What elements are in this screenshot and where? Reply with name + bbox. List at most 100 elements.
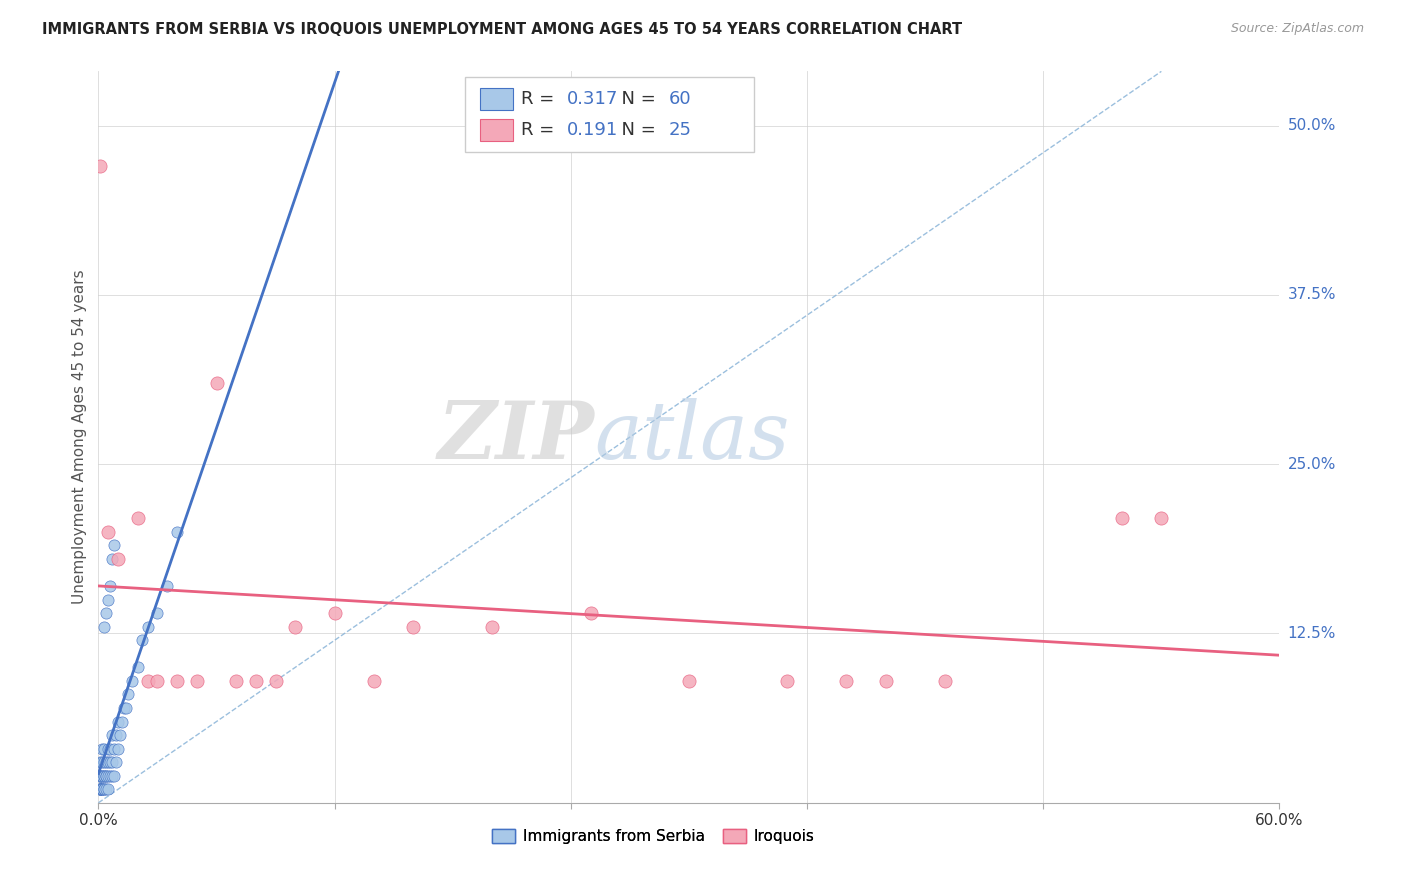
Text: R =: R = xyxy=(522,90,560,108)
Point xyxy=(117,688,139,702)
Point xyxy=(776,673,799,688)
Text: 25: 25 xyxy=(669,121,692,139)
Point xyxy=(103,538,125,552)
Point xyxy=(89,782,111,797)
Text: 60: 60 xyxy=(669,90,692,108)
Point xyxy=(323,606,346,620)
Point xyxy=(97,592,120,607)
Text: atlas: atlas xyxy=(595,399,790,475)
Point xyxy=(363,673,385,688)
Point xyxy=(91,755,114,769)
Point xyxy=(481,620,503,634)
Point xyxy=(101,728,124,742)
Point xyxy=(835,673,858,688)
Point xyxy=(1150,511,1173,525)
Point xyxy=(146,673,169,688)
Point xyxy=(97,769,120,783)
FancyBboxPatch shape xyxy=(464,78,754,152)
Point xyxy=(1111,511,1133,525)
Point xyxy=(105,755,128,769)
Point xyxy=(111,714,134,729)
Point xyxy=(96,755,118,769)
Point xyxy=(146,606,169,620)
Point xyxy=(96,606,118,620)
Point xyxy=(89,159,111,173)
Point xyxy=(108,728,131,742)
FancyBboxPatch shape xyxy=(479,119,513,141)
Point xyxy=(264,673,287,688)
Point xyxy=(579,606,602,620)
Point xyxy=(97,782,120,797)
Point xyxy=(89,755,111,769)
Point xyxy=(98,769,121,783)
Point xyxy=(91,769,114,783)
Point xyxy=(105,728,128,742)
Point xyxy=(93,769,115,783)
Point xyxy=(98,755,121,769)
Legend: Immigrants from Serbia, Iroquois: Immigrants from Serbia, Iroquois xyxy=(486,822,821,850)
Text: 37.5%: 37.5% xyxy=(1288,287,1336,302)
Point xyxy=(156,579,179,593)
Point xyxy=(91,782,114,797)
FancyBboxPatch shape xyxy=(479,88,513,110)
Text: Source: ZipAtlas.com: Source: ZipAtlas.com xyxy=(1230,22,1364,36)
Point xyxy=(101,769,124,783)
Y-axis label: Unemployment Among Ages 45 to 54 years: Unemployment Among Ages 45 to 54 years xyxy=(72,269,87,605)
Point xyxy=(98,579,121,593)
Point xyxy=(284,620,307,634)
Point xyxy=(136,673,159,688)
Point xyxy=(98,741,121,756)
Point xyxy=(93,782,115,797)
Point xyxy=(89,782,111,797)
Point xyxy=(225,673,247,688)
Point xyxy=(101,552,124,566)
Text: 12.5%: 12.5% xyxy=(1288,626,1336,641)
Point xyxy=(245,673,267,688)
Point xyxy=(89,782,111,797)
Point xyxy=(127,511,149,525)
Text: 25.0%: 25.0% xyxy=(1288,457,1336,472)
Point xyxy=(91,782,114,797)
Point xyxy=(89,782,111,797)
Point xyxy=(166,524,188,539)
Text: N =: N = xyxy=(610,90,661,108)
Point xyxy=(115,701,138,715)
Point xyxy=(875,673,897,688)
Point xyxy=(166,673,188,688)
Point xyxy=(93,620,115,634)
Point xyxy=(121,673,143,688)
Point xyxy=(97,524,120,539)
Point xyxy=(91,782,114,797)
Point xyxy=(97,755,120,769)
Point xyxy=(678,673,700,688)
Text: N =: N = xyxy=(610,121,661,139)
Text: IMMIGRANTS FROM SERBIA VS IROQUOIS UNEMPLOYMENT AMONG AGES 45 TO 54 YEARS CORREL: IMMIGRANTS FROM SERBIA VS IROQUOIS UNEMP… xyxy=(42,22,962,37)
Point xyxy=(402,620,425,634)
Text: 50.0%: 50.0% xyxy=(1288,118,1336,133)
Point xyxy=(96,782,118,797)
Point xyxy=(934,673,956,688)
Point xyxy=(112,701,135,715)
Point xyxy=(89,782,111,797)
Point xyxy=(89,769,111,783)
Point xyxy=(103,741,125,756)
Point xyxy=(186,673,208,688)
Point xyxy=(96,769,118,783)
Point xyxy=(93,755,115,769)
Point xyxy=(131,633,153,648)
Point xyxy=(97,741,120,756)
Text: 0.317: 0.317 xyxy=(567,90,619,108)
Point xyxy=(89,769,111,783)
Text: ZIP: ZIP xyxy=(437,399,595,475)
Point xyxy=(93,741,115,756)
Point xyxy=(107,552,129,566)
Point xyxy=(136,620,159,634)
Point xyxy=(101,755,124,769)
Point xyxy=(107,714,129,729)
Point xyxy=(93,782,115,797)
Point xyxy=(93,769,115,783)
Point xyxy=(91,741,114,756)
Point xyxy=(89,769,111,783)
Text: R =: R = xyxy=(522,121,560,139)
Text: 0.191: 0.191 xyxy=(567,121,619,139)
